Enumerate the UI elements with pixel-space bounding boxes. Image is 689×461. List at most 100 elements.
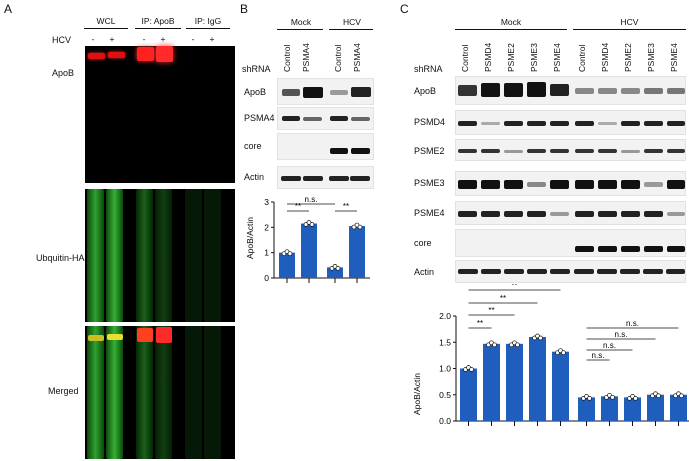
band <box>644 182 663 187</box>
band <box>329 176 349 181</box>
panel-c-label-psme3: PSME3 <box>414 178 445 188</box>
band <box>106 189 123 322</box>
band <box>481 149 500 153</box>
band <box>107 334 123 340</box>
y-tick-label: 1.0 <box>439 364 451 374</box>
band <box>458 149 477 153</box>
band <box>351 87 371 97</box>
band <box>550 212 569 216</box>
band <box>575 121 594 126</box>
bar <box>624 397 641 421</box>
band <box>204 189 221 322</box>
band <box>303 87 323 98</box>
band <box>527 182 546 187</box>
panel-c-group-line <box>573 29 686 30</box>
chart-b-ylabel: ApoB/Actin <box>245 217 255 259</box>
band <box>644 88 663 94</box>
blot-b-actin <box>277 166 374 189</box>
band <box>644 149 663 153</box>
band <box>598 122 617 125</box>
bar <box>578 397 595 421</box>
band <box>598 88 617 94</box>
y-tick-label: 0.5 <box>439 390 451 400</box>
band <box>351 148 370 154</box>
band <box>667 246 685 252</box>
band <box>667 88 685 94</box>
band <box>330 90 348 95</box>
band <box>458 180 477 189</box>
panel-c-group-mock: Mock <box>500 17 522 27</box>
panel-a-sign: + <box>209 34 215 44</box>
band <box>185 189 202 322</box>
data-point <box>287 251 293 257</box>
band <box>527 121 546 126</box>
bar <box>327 267 343 278</box>
bar <box>506 343 523 421</box>
panel-a-label-apob: ApoB <box>52 68 75 78</box>
panel-b-group-hcv: HCV <box>343 17 361 27</box>
band <box>666 269 685 274</box>
significance-label: ** <box>511 284 517 290</box>
band <box>330 148 348 154</box>
band <box>330 116 348 121</box>
y-tick-label: 1 <box>264 248 269 258</box>
panel-c-lane-label: PSME2 <box>623 43 633 72</box>
band <box>621 121 640 126</box>
panel-b-lane-label: PSMA4 <box>352 43 362 72</box>
band <box>550 149 569 153</box>
band <box>598 180 617 189</box>
band <box>667 121 685 126</box>
band <box>527 82 546 97</box>
panel-c-letter: C <box>400 2 409 16</box>
panel-b-group-line <box>277 29 323 30</box>
panel-a-sign: - <box>142 34 146 44</box>
band <box>136 326 153 459</box>
panel-b-label-apob: ApoB <box>244 87 267 97</box>
y-tick-label: 3 <box>264 197 269 207</box>
chart-c-ylabel: ApoB/Actin <box>412 373 422 415</box>
band <box>87 326 104 459</box>
blot-c-apob <box>455 76 686 105</box>
panel-c-lane-label: PSMD4 <box>600 42 610 72</box>
bar <box>349 226 365 278</box>
band <box>575 88 594 94</box>
band <box>108 52 125 58</box>
band <box>504 121 523 126</box>
band <box>481 269 501 274</box>
panel-b-group-line <box>329 29 373 30</box>
band <box>481 122 500 125</box>
data-point <box>335 266 341 271</box>
band <box>667 212 685 216</box>
y-tick-label: 2 <box>264 222 269 232</box>
band <box>575 149 594 153</box>
panel-c-label-actin: Actin <box>414 267 435 277</box>
band <box>550 180 569 189</box>
panel-c-lane-label: PSME3 <box>529 43 539 72</box>
panel-a-group-line <box>135 28 181 29</box>
panel-c-lane-label: PSME4 <box>552 43 562 72</box>
panel-a-sign: - <box>91 34 95 44</box>
band <box>621 246 640 252</box>
panel-c-shrna-label: shRNA <box>414 64 443 74</box>
panel-c-group-hcv: HCV <box>620 17 639 27</box>
significance-label: n.s. <box>626 319 639 328</box>
band <box>527 149 546 153</box>
band <box>88 335 104 341</box>
blot-c-psme4 <box>455 201 686 225</box>
blot-c-actin <box>455 260 686 283</box>
panel-a-group-wcl: WCL <box>96 16 116 26</box>
band <box>575 180 594 189</box>
band <box>597 269 617 274</box>
band <box>504 180 523 189</box>
data-point <box>357 224 363 230</box>
chart-b: ApoB/Actin 0 1 2 3 ** n.s. ** <box>245 195 370 283</box>
blot-b-core <box>277 133 374 160</box>
blot-a-ubiquitin <box>85 189 235 322</box>
band <box>550 84 569 96</box>
panel-a-group-ip-igg: IP: IgG <box>194 16 222 26</box>
panel-a-group-line <box>84 28 128 29</box>
band <box>598 246 617 252</box>
band <box>458 121 477 126</box>
blot-a-merged <box>85 326 235 459</box>
panel-a-sign: - <box>191 34 195 44</box>
